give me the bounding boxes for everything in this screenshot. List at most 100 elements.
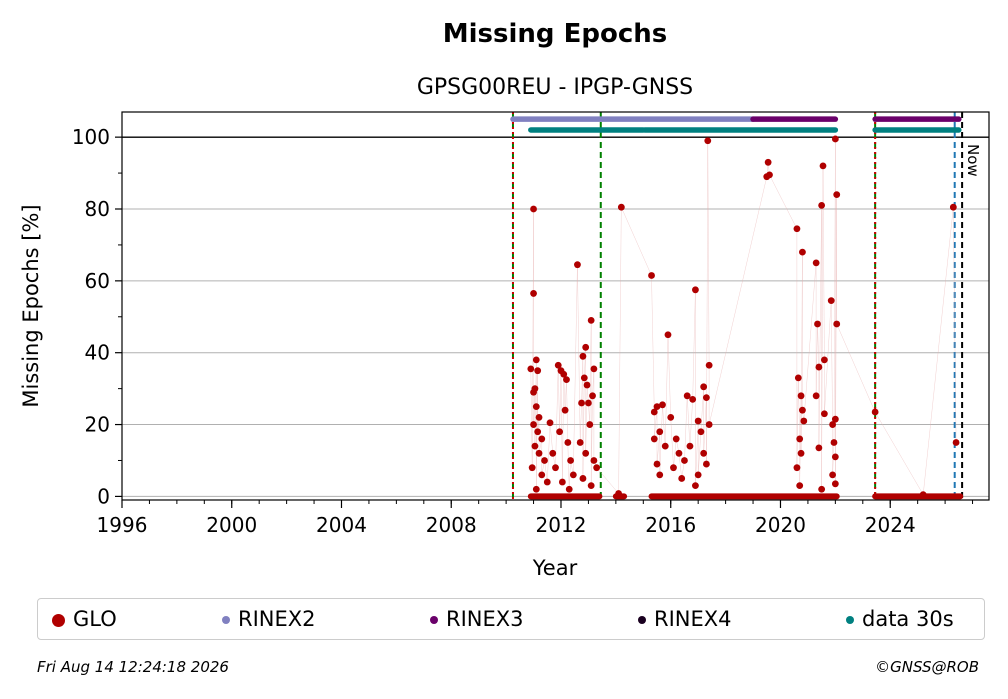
legend-label: RINEX3 xyxy=(446,607,524,631)
glo-point xyxy=(535,449,543,457)
glo-point xyxy=(704,137,712,145)
glo-point xyxy=(558,478,566,486)
glo-point xyxy=(703,460,710,468)
glo-point xyxy=(815,444,823,452)
glo-point xyxy=(543,478,551,486)
glo-point xyxy=(656,428,664,436)
glo-point xyxy=(661,442,669,450)
glo-point xyxy=(569,471,577,479)
legend-label: RINEX4 xyxy=(654,607,732,631)
glo-point xyxy=(705,361,713,369)
glo-point xyxy=(697,428,705,436)
glo-point xyxy=(833,320,841,328)
grid-lines xyxy=(122,136,989,497)
glo-point xyxy=(656,471,664,479)
y-axis-label: Missing Epochs [%] xyxy=(19,204,43,407)
data-30s-marker-icon xyxy=(846,616,854,624)
x-axis-label: Year xyxy=(532,556,578,580)
glo-point xyxy=(799,248,806,256)
glo-point xyxy=(538,435,546,443)
glo-point xyxy=(818,485,826,493)
y-tick-label: 20 xyxy=(85,413,110,437)
glo-point xyxy=(796,435,804,443)
glo-point xyxy=(797,392,805,400)
glo-point xyxy=(818,202,826,209)
glo-point xyxy=(538,471,546,479)
glo-point xyxy=(587,316,595,324)
x-tick-label: 2020 xyxy=(755,513,806,537)
glo-point xyxy=(949,203,957,211)
x-tick-label: 2008 xyxy=(426,513,477,537)
glo-point xyxy=(535,413,543,421)
glo-point xyxy=(800,417,808,425)
glo-point xyxy=(683,392,691,400)
missing-epochs-chart: Missing Epochs GPSG00REU - IPGP-GNSS 0 20… xyxy=(19,19,990,580)
y-tick-label: 80 xyxy=(85,197,110,221)
glo-point xyxy=(546,419,554,427)
glo-point xyxy=(831,453,839,461)
glo-point xyxy=(831,415,839,423)
glo-point xyxy=(567,457,574,464)
glo-point xyxy=(820,410,828,418)
glo-point xyxy=(833,191,841,199)
glo-point xyxy=(871,408,879,416)
glo-point xyxy=(672,435,680,443)
glo-point xyxy=(812,259,820,267)
glo-point xyxy=(681,457,688,464)
glo-point xyxy=(563,376,570,384)
legend-item-rinex3: RINEX3 xyxy=(430,599,524,639)
legend-label: RINEX2 xyxy=(238,607,316,631)
glo-point xyxy=(532,485,540,493)
glo-point xyxy=(579,475,587,482)
glo-point xyxy=(689,396,697,403)
glo-point xyxy=(796,482,804,490)
legend-item-glo: GLO xyxy=(52,599,117,639)
rinex3-marker-icon xyxy=(430,616,438,624)
glo-point xyxy=(590,365,598,373)
glo-point xyxy=(530,421,537,428)
glo-point xyxy=(812,392,820,400)
glo-point xyxy=(554,361,562,369)
glo-point xyxy=(653,460,661,468)
glo-point xyxy=(694,417,702,425)
glo-point xyxy=(692,286,699,294)
x-tick-label: 2016 xyxy=(645,513,696,537)
glo-point xyxy=(827,297,835,305)
y-tick-label: 0 xyxy=(97,484,110,508)
glo-point xyxy=(793,225,801,233)
availability-bars xyxy=(510,116,962,133)
x-tick-label: 2004 xyxy=(316,513,367,537)
glo-marker-icon xyxy=(52,613,65,627)
glo-point xyxy=(686,442,694,450)
footer-timestamp: Fri Aug 14 12:24:18 2026 xyxy=(37,658,229,676)
glo-point xyxy=(700,383,708,391)
glo-point xyxy=(829,421,837,428)
glo-point xyxy=(831,135,839,143)
glo-point xyxy=(530,290,537,297)
glo-point xyxy=(583,381,591,389)
glo-point xyxy=(582,343,590,351)
legend: GLO RINEX2 RINEX3 RINEX4 data 30s xyxy=(37,598,985,640)
glo-point xyxy=(678,475,686,482)
glo-point xyxy=(670,464,677,472)
glo-point xyxy=(700,449,708,457)
glo-point xyxy=(692,482,699,490)
glo-point xyxy=(580,374,588,382)
legend-item-rinex2: RINEX2 xyxy=(222,599,316,639)
glo-point xyxy=(541,457,548,464)
glo-point xyxy=(815,363,823,371)
glo-point xyxy=(799,406,806,414)
glo-point xyxy=(814,320,821,328)
chart-title: Missing Epochs xyxy=(443,19,667,49)
glo-point xyxy=(561,406,569,414)
glo-point xyxy=(766,171,773,179)
glo-point xyxy=(653,403,661,410)
glo-point xyxy=(565,485,573,493)
glo-point xyxy=(530,388,537,396)
x-tick-label: 1996 xyxy=(97,513,148,537)
glo-point xyxy=(829,471,837,479)
glo-point xyxy=(659,401,666,409)
glo-point xyxy=(579,352,587,360)
glo-point xyxy=(617,203,625,211)
glo-point xyxy=(819,162,827,170)
